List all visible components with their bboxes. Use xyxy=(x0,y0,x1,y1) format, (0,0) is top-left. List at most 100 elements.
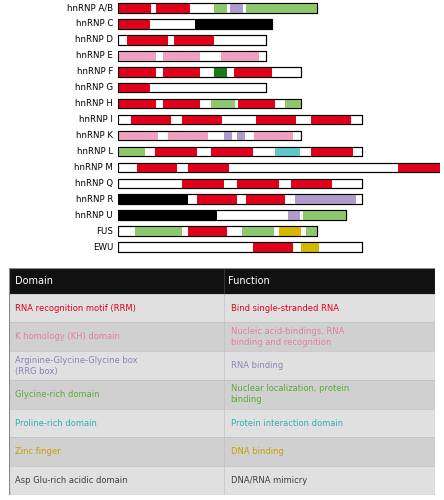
Bar xyxy=(118,146,145,156)
Bar xyxy=(118,130,301,140)
Bar xyxy=(9,380,435,408)
Bar xyxy=(118,242,362,252)
Bar xyxy=(224,130,232,140)
Bar xyxy=(137,162,177,172)
Bar xyxy=(311,146,353,156)
Bar xyxy=(118,83,266,92)
Bar xyxy=(163,67,200,76)
Bar xyxy=(301,242,319,252)
Bar xyxy=(163,51,200,60)
Bar xyxy=(9,438,435,466)
Bar xyxy=(118,67,301,76)
Text: Protein interaction domain: Protein interaction domain xyxy=(230,418,343,428)
Bar xyxy=(127,35,167,44)
Bar xyxy=(398,162,440,172)
Bar xyxy=(118,83,266,92)
Bar xyxy=(295,194,356,204)
Text: hnRNP U: hnRNP U xyxy=(75,210,113,220)
Text: hnRNP C: hnRNP C xyxy=(76,20,113,28)
Bar xyxy=(9,466,435,495)
Bar xyxy=(163,99,200,108)
Bar xyxy=(118,162,440,172)
Bar xyxy=(285,99,301,108)
Bar xyxy=(118,19,150,28)
Bar xyxy=(118,19,272,28)
Bar xyxy=(9,351,435,380)
Bar xyxy=(230,3,243,13)
Bar xyxy=(237,178,279,188)
Bar xyxy=(118,162,440,172)
Bar xyxy=(188,162,229,172)
Bar xyxy=(311,115,351,124)
Text: Bind single-stranded RNA: Bind single-stranded RNA xyxy=(230,304,338,312)
Bar xyxy=(118,178,362,188)
Bar xyxy=(214,3,227,13)
Bar xyxy=(118,83,150,92)
Text: hnRNP A/B: hnRNP A/B xyxy=(67,4,113,13)
Text: hnRNP D: hnRNP D xyxy=(75,36,113,44)
Bar xyxy=(197,194,237,204)
Text: hnRNP E: hnRNP E xyxy=(76,52,113,60)
Bar xyxy=(155,146,197,156)
Bar xyxy=(118,3,317,13)
Text: Asp Glu-rich acidic domain: Asp Glu-rich acidic domain xyxy=(15,476,128,485)
Bar xyxy=(188,226,227,236)
Text: hnRNP M: hnRNP M xyxy=(74,163,113,172)
Bar xyxy=(118,3,151,13)
Bar xyxy=(9,322,435,351)
Bar xyxy=(118,194,362,204)
Bar xyxy=(256,115,296,124)
Bar xyxy=(118,67,301,76)
Bar xyxy=(246,194,285,204)
Bar xyxy=(118,115,362,124)
Bar xyxy=(118,3,317,13)
Bar xyxy=(254,130,293,140)
Bar xyxy=(118,194,188,204)
Bar xyxy=(167,130,208,140)
Bar xyxy=(118,130,158,140)
Text: Proline-rich domain: Proline-rich domain xyxy=(15,418,97,428)
Bar xyxy=(118,226,317,236)
Bar xyxy=(253,242,293,252)
Bar xyxy=(118,146,362,156)
Bar xyxy=(291,178,332,188)
Text: hnRNP I: hnRNP I xyxy=(79,115,113,124)
Text: hnRNP H: hnRNP H xyxy=(75,99,113,108)
Bar xyxy=(118,178,362,188)
Text: hnRNP Q: hnRNP Q xyxy=(75,179,113,188)
Text: Domain: Domain xyxy=(15,276,53,285)
Bar xyxy=(195,19,272,28)
Bar xyxy=(221,51,259,60)
Bar xyxy=(131,115,171,124)
Bar xyxy=(275,146,300,156)
Bar xyxy=(118,210,218,220)
Bar xyxy=(118,226,317,236)
Text: Glycine-rich domain: Glycine-rich domain xyxy=(15,390,100,399)
Text: RNA recognition motif (RRM): RNA recognition motif (RRM) xyxy=(15,304,136,312)
Bar xyxy=(234,67,272,76)
Text: K homology (KH) domain: K homology (KH) domain xyxy=(15,332,120,342)
Bar xyxy=(246,3,317,13)
Bar xyxy=(211,146,253,156)
Bar xyxy=(306,226,317,236)
Bar xyxy=(288,210,300,220)
Text: hnRNP K: hnRNP K xyxy=(76,131,113,140)
Text: Nucleic acid-bindings, RNA
binding and recognition: Nucleic acid-bindings, RNA binding and r… xyxy=(230,327,344,347)
Bar xyxy=(118,51,156,60)
Bar xyxy=(238,99,275,108)
Bar xyxy=(118,51,266,60)
Text: hnRNP L: hnRNP L xyxy=(77,147,113,156)
Bar xyxy=(118,130,301,140)
Bar xyxy=(182,178,224,188)
Bar xyxy=(174,35,214,44)
Text: DNA binding: DNA binding xyxy=(230,448,283,456)
Bar xyxy=(303,210,346,220)
Bar xyxy=(211,99,235,108)
Bar xyxy=(9,294,435,322)
Text: EWU: EWU xyxy=(93,242,113,252)
Text: Zinc finger: Zinc finger xyxy=(15,448,61,456)
Text: hnRNP F: hnRNP F xyxy=(77,67,113,76)
Bar xyxy=(118,210,346,220)
Bar xyxy=(118,19,272,28)
Text: hnRNP G: hnRNP G xyxy=(75,83,113,92)
